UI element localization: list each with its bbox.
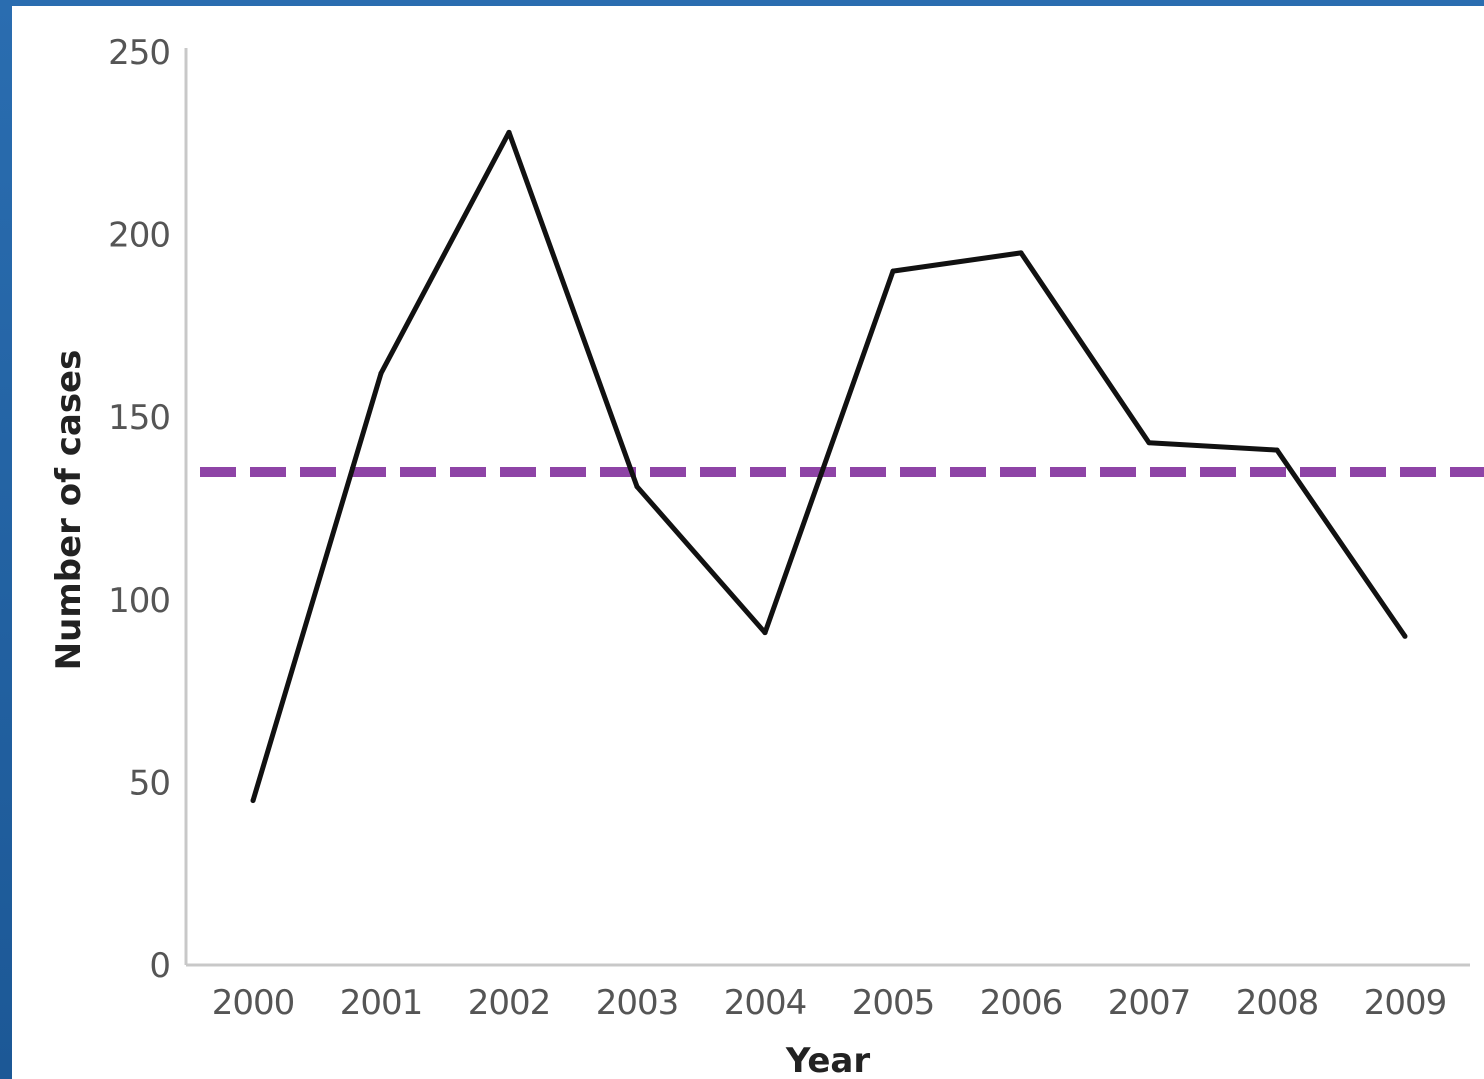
data-point — [635, 484, 640, 489]
x-tick-label: 2002 — [468, 983, 551, 1023]
x-tick-label: 2008 — [1236, 983, 1319, 1023]
data-point — [507, 130, 512, 135]
data-point — [1275, 448, 1280, 453]
y-tick-label: 200 — [108, 216, 170, 256]
y-tick-label: 0 — [149, 946, 170, 986]
x-tick-label: 2000 — [212, 983, 295, 1023]
data-point — [251, 798, 256, 803]
data-point — [1019, 250, 1024, 255]
y-tick-label: 150 — [108, 398, 170, 438]
data-point — [379, 371, 384, 376]
x-tick-labels: 2000 2001 2002 2003 2004 2005 2006 2007 2008 2009 — [212, 983, 1447, 1023]
x-tick-label: 2009 — [1364, 983, 1447, 1023]
y-axis-title: Number of cases — [49, 350, 89, 671]
x-tick-label: 2004 — [724, 983, 807, 1023]
data-point — [1403, 634, 1408, 639]
x-tick-label: 2005 — [852, 983, 935, 1023]
x-tick-label: 2003 — [596, 983, 679, 1023]
x-tick-label: 2001 — [340, 983, 423, 1023]
data-point — [763, 630, 768, 635]
data-point — [891, 269, 896, 274]
x-axis-title: Year — [785, 1041, 871, 1079]
x-tick-label: 2006 — [980, 983, 1063, 1023]
y-tick-label: 50 — [129, 763, 170, 803]
series-line — [253, 132, 1405, 800]
y-tick-label: 250 — [108, 33, 170, 73]
data-point — [1147, 440, 1152, 445]
y-tick-label: 100 — [108, 581, 170, 621]
x-tick-label: 2007 — [1108, 983, 1191, 1023]
y-tick-labels: 0 50 100 150 200 250 — [108, 33, 170, 986]
series-layer — [251, 130, 1408, 803]
